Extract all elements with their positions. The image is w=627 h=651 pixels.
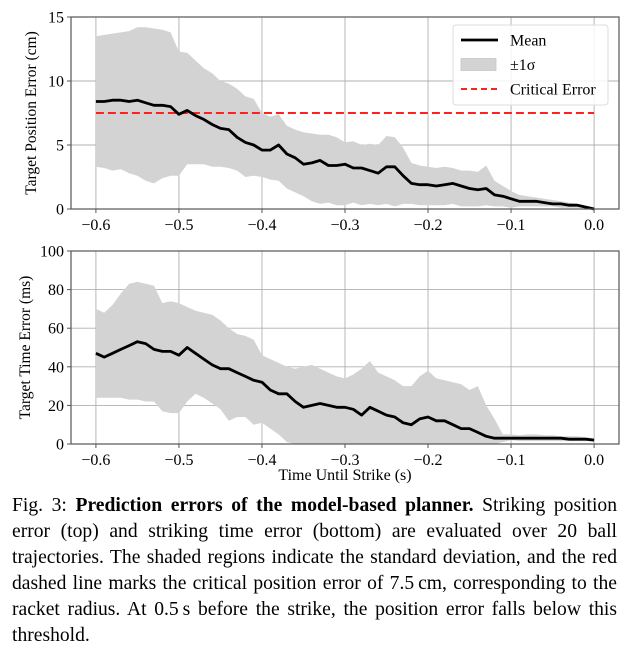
bottom-xtick-label: −0.3 (330, 452, 359, 469)
bottom-ytick-label: 40 (48, 359, 64, 376)
bottom-xtick-label: −0.4 (247, 452, 276, 469)
legend-box (452, 24, 609, 106)
top-ytick-label: 0 (56, 202, 64, 219)
top-ylabel: Target Position Error (cm) (23, 31, 40, 195)
top-xtick-label: −0.3 (330, 217, 359, 234)
top-xtick-label: −0.4 (247, 217, 276, 234)
caption-body: Striking position error (top) and striki… (12, 495, 617, 646)
top-xtick-label: 0.0 (584, 217, 604, 234)
bottom-xtick-label: −0.6 (81, 452, 110, 469)
top-ytick-label: 5 (56, 138, 64, 155)
bottom-ytick-label: 20 (48, 398, 64, 415)
bottom-std-band (95, 281, 595, 444)
bottom-ytick-label: 100 (40, 244, 64, 261)
legend-label: Mean (510, 33, 546, 50)
top-xtick-label: −0.6 (81, 217, 110, 234)
figure: −0.6 −0.5 −0.4 −0.3 −0.2 −0.1 0.0 0 5 10 15 Target … (17, 10, 620, 484)
top-xtick-label: −0.1 (497, 217, 526, 234)
legend-label: ±1σ (510, 57, 536, 74)
bottom-xtick-label: −0.1 (497, 452, 526, 469)
bottom-ylabel: Target Time Error (ms) (17, 276, 34, 420)
bottom-ytick-label: 0 (56, 437, 64, 454)
bottom-ytick-label: 60 (48, 321, 64, 338)
top-ytick-label: 10 (48, 74, 64, 91)
caption-title: Prediction errors of the model-based pla… (75, 495, 474, 516)
bottom-xtick-label: −0.2 (414, 452, 443, 469)
figure-caption: Fig. 3: Prediction errors of the model-b… (12, 493, 617, 649)
bottom-panel-time-error: −0.6 −0.5 −0.4 −0.3 −0.2 −0.1 0.0 0 20 40 60 80 100 T… (17, 244, 620, 484)
legend-label: Critical Error (510, 82, 596, 99)
top-std-band (95, 27, 595, 210)
bottom-mean-line (95, 340, 595, 442)
legend-swatch-std (460, 58, 497, 71)
bottom-ytick-label: 80 (48, 282, 64, 299)
top-xtick-label: −0.2 (414, 217, 443, 234)
bottom-xtick-label: −0.5 (164, 452, 193, 469)
top-xtick-label: −0.5 (164, 217, 193, 234)
caption-label: Fig. 3: (12, 495, 67, 516)
bottom-xlabel: Time Until Strike (s) (278, 467, 411, 484)
legend: Mean ±1σ Critical Error (452, 24, 609, 106)
top-mean-line (95, 98, 595, 211)
top-panel-position-error: −0.6 −0.5 −0.4 −0.3 −0.2 −0.1 0.0 0 5 10 15 Target … (23, 10, 620, 234)
bottom-xtick-label: 0.0 (584, 452, 604, 469)
top-ytick-label: 15 (48, 10, 64, 27)
